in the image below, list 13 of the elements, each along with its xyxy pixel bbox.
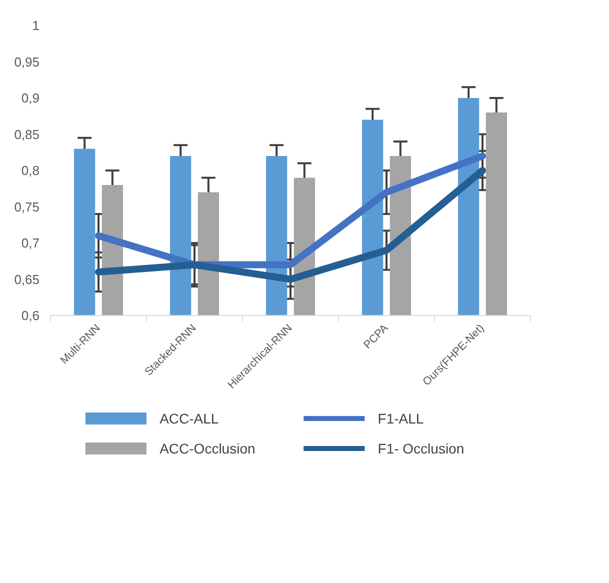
y-tick-label: 0,8 [21, 163, 40, 178]
y-tick-label: 0,85 [14, 126, 40, 142]
y-tick-label: 0,65 [14, 272, 40, 287]
legend-label: F1-ALL [378, 410, 424, 426]
y-tick-label: 0,9 [21, 90, 40, 106]
legend-label: F1- Occlusion [378, 440, 464, 456]
y-tick-label: 0,7 [21, 236, 40, 250]
y-tick-label: 0,6 [21, 308, 40, 323]
y-tick-label: 0,75 [14, 199, 40, 214]
legend-label: ACC-Occlusion [160, 440, 256, 456]
y-tick-label: 0,95 [14, 54, 40, 70]
legend-label: ACC-ALL [160, 410, 219, 426]
y-tick-label: 1 [32, 18, 40, 33]
